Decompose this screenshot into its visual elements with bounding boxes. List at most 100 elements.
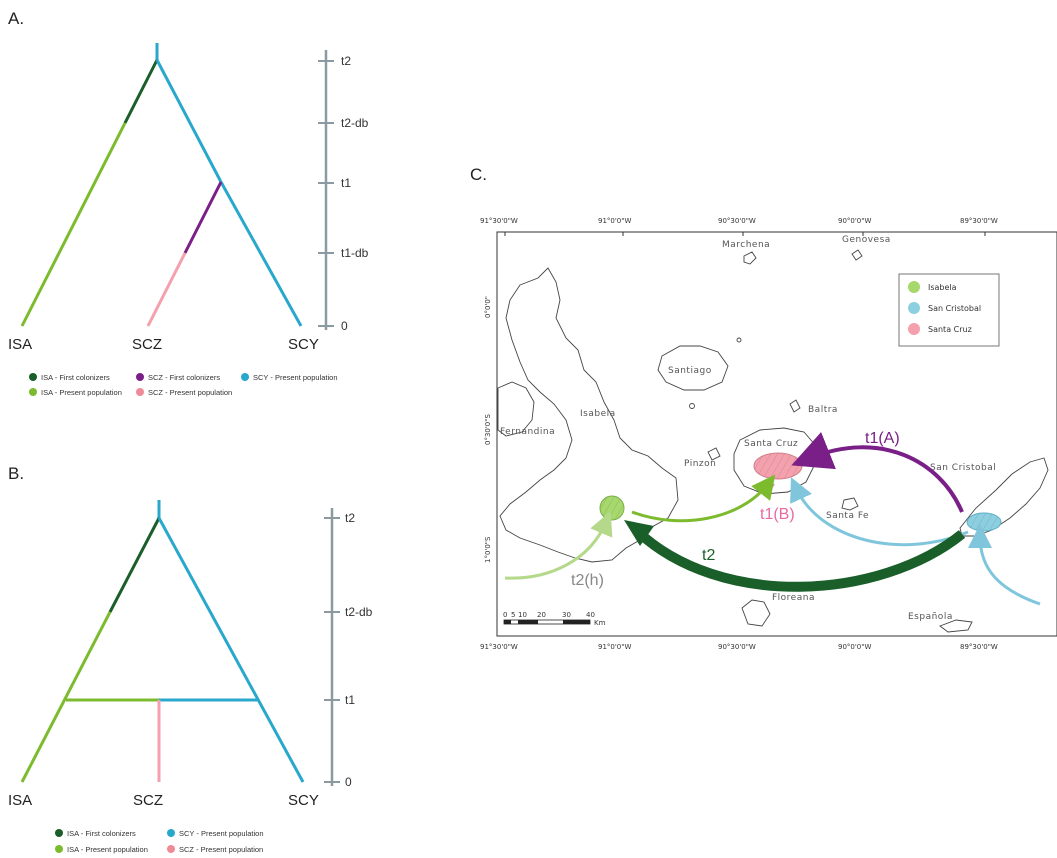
- map-left-coords: 0°0'0" 0°30'0"S 1°0'0"S: [484, 296, 492, 563]
- arrow-external-to-sc: [968, 524, 1041, 606]
- legend-swatch: [167, 845, 175, 853]
- panel-c-letter: C.: [470, 165, 487, 184]
- coord-label: 90°0'0"W: [838, 643, 871, 651]
- legend-label: ISA - Present population: [41, 388, 122, 397]
- tree-b-isa-first-colonizers-branch: [108, 517, 161, 613]
- coord-label: 91°30'0"W: [480, 217, 518, 225]
- arrow-t2-head: [624, 520, 654, 546]
- tree-a-scz-present-branch: [146, 252, 187, 327]
- island-islet: [689, 403, 695, 409]
- panel-a-letter: A.: [8, 9, 24, 28]
- coord-label: 90°30'0"W: [718, 217, 756, 225]
- label-genovesa: Genovesa: [842, 235, 891, 245]
- island-baltra: [789, 399, 801, 413]
- island-pinzon: [707, 447, 721, 461]
- tree-b-tick-0: 0: [345, 775, 352, 789]
- island-marchena: [743, 251, 757, 265]
- label-floreana: Floreana: [772, 593, 815, 603]
- tree-a-tip-scy: SCY: [288, 336, 319, 353]
- label-marchena: Marchena: [722, 240, 770, 250]
- coord-label: 0°0'0": [484, 296, 492, 318]
- scale-tick: 10: [518, 611, 527, 619]
- tree-b-time-axis: t2 t2-db t1 0: [324, 508, 373, 789]
- map-top-coords: 91°30'0"W 91°0'0"W 90°30'0"W 90°0'0"W 89…: [480, 217, 998, 236]
- legend-swatch: [55, 829, 63, 837]
- coord-label: 90°30'0"W: [718, 643, 756, 651]
- tree-a-tip-isa: ISA: [8, 336, 32, 353]
- legend-label: SCZ - First colonizers: [148, 373, 220, 382]
- scale-tick: 20: [537, 611, 546, 619]
- label-santiago: Santiago: [668, 366, 712, 376]
- legend-label: ISA - First colonizers: [41, 373, 110, 382]
- island-santa-fe: [841, 497, 859, 511]
- tree-a-scz-first-colonizers-branch: [183, 181, 223, 254]
- legend-swatch: [908, 281, 920, 293]
- map-scalebar: 0 5 10 20 30 40 Km: [503, 611, 606, 627]
- tree-a-scy-present-branch: [219, 181, 303, 327]
- tree-a-tick-0: 0: [341, 319, 348, 333]
- label-baltra: Baltra: [808, 405, 838, 415]
- panel-c: C. 91°30'0"W 91°0'0"W 90°30'0"W 90°0'0"W…: [470, 165, 1057, 651]
- legend-swatch: [55, 845, 63, 853]
- arrow-t2: [632, 526, 966, 592]
- label-espanola: Española: [908, 612, 953, 622]
- label-pinzon: Pinzon: [684, 459, 716, 469]
- legend-label: Santa Cruz: [928, 325, 972, 334]
- tree-b-tick-t1: t1: [345, 693, 355, 707]
- tree-a-tip-scz: SCZ: [132, 336, 162, 353]
- tree-b-isa-present-branch: [20, 611, 112, 783]
- label-isabela: Isabela: [580, 409, 616, 419]
- tree-a-tick-t1-db: t1-db: [341, 246, 369, 260]
- panel-a: A. t2 t2-db t1 t1-db 0 ISA SCZ SCY: [8, 9, 369, 397]
- island-floreana: [741, 599, 771, 627]
- tree-b-tip-isa: ISA: [8, 792, 32, 809]
- tree-a-scy-upper-branch: [155, 59, 223, 183]
- tree-b-tick-t2: t2: [345, 511, 355, 525]
- coord-label: 91°0'0"W: [598, 643, 631, 651]
- arrow-isa-to-scz: [631, 474, 776, 523]
- coord-label: 89°30'0"W: [960, 217, 998, 225]
- scale-tick: 40: [586, 611, 595, 619]
- tree-a-tick-t2-db: t2-db: [341, 116, 369, 130]
- legend-label: SCZ - Present population: [179, 845, 263, 854]
- island-espanola: [939, 619, 973, 633]
- label-t1a: t1(A): [865, 430, 900, 447]
- island-islet: [736, 337, 742, 343]
- arrow-t2h: [504, 510, 613, 580]
- tree-b-tip-scy: SCY: [288, 792, 319, 809]
- coord-label: 89°30'0"W: [960, 643, 998, 651]
- population-santa-cruz-hatch: [754, 453, 802, 479]
- legend-swatch: [241, 373, 249, 381]
- label-santa-cruz: Santa Cruz: [744, 439, 798, 449]
- map-legend: Isabela San Cristobal Santa Cruz: [898, 273, 1000, 347]
- tree-b-scy-branch: [157, 517, 305, 783]
- panel-b: B. t2 t2-db t1 0 ISA SCZ SCY ISA - First…: [8, 464, 373, 854]
- island-isabela: [499, 267, 679, 563]
- tree-b-tick-t2-db: t2-db: [345, 605, 373, 619]
- tree-a-time-axis: t2 t2-db t1 t1-db 0: [318, 50, 369, 333]
- map-island-labels: Marchena Genovesa Santiago Isabela Ferna…: [500, 235, 996, 622]
- legend-swatch: [29, 388, 37, 396]
- label-fernandina: Fernandina: [500, 427, 555, 437]
- scale-tick: 30: [562, 611, 571, 619]
- population-isabela-hatch: [600, 496, 624, 520]
- population-san-cristobal-hatch: [967, 513, 1001, 531]
- legend-label: San Cristobal: [928, 304, 981, 313]
- label-san-cristobal: San Cristobal: [930, 463, 996, 473]
- legend-label: ISA - Present population: [67, 845, 148, 854]
- legend-swatch: [136, 373, 144, 381]
- panel-b-letter: B.: [8, 464, 24, 483]
- tree-a-tick-t1: t1: [341, 176, 351, 190]
- island-santiago: [657, 345, 729, 391]
- coord-label: 1°0'0"S: [484, 536, 492, 563]
- tree-b-legend: ISA - First colonizers ISA - Present pop…: [55, 829, 264, 854]
- island-fernandina: [497, 381, 535, 437]
- legend-label: SCY - Present population: [179, 829, 264, 838]
- legend-swatch: [908, 323, 920, 335]
- legend-label: SCZ - Present population: [148, 388, 232, 397]
- island-genovesa: [851, 249, 863, 261]
- map-bottom-coords: 91°30'0"W 91°0'0"W 90°30'0"W 90°0'0"W 89…: [480, 643, 998, 651]
- coord-label: 0°30'0"S: [484, 414, 492, 445]
- legend-label: SCY - Present population: [253, 373, 338, 382]
